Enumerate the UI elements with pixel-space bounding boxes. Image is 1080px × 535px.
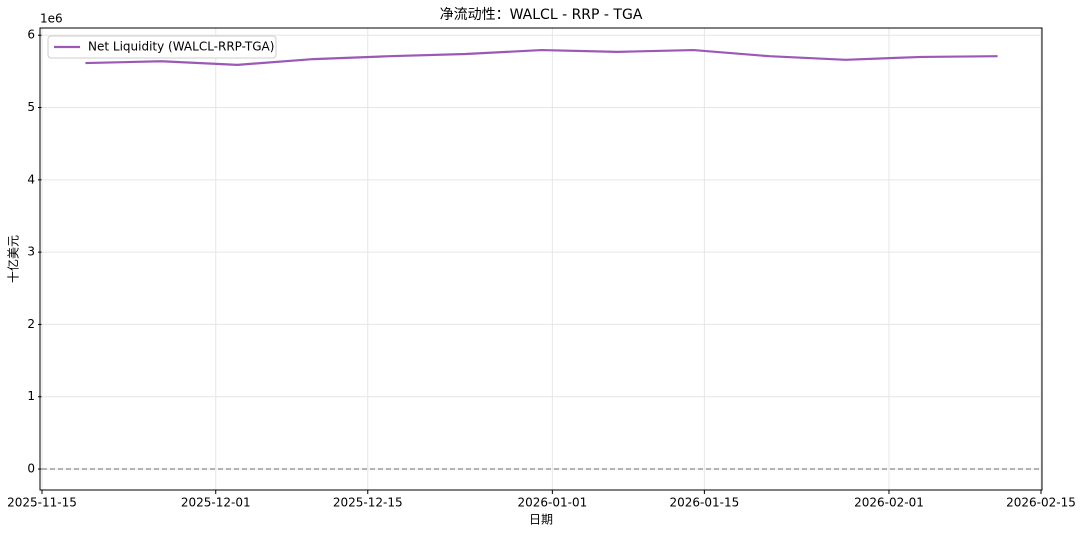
legend-box (47, 35, 277, 59)
x-tick-label: 2025-12-01 (181, 496, 251, 510)
y-axis-label: 十亿美元 (6, 235, 21, 283)
y-tick-label: 5 (27, 100, 35, 114)
y-tick-label: 1 (27, 389, 35, 403)
chart-title: 净流动性：WALCL - RRP - TGA (440, 7, 643, 23)
x-tick-label: 2026-01-01 (517, 496, 587, 510)
y-tick-label: 6 (27, 28, 35, 42)
x-tick-label: 2026-01-15 (670, 496, 740, 510)
data-line (85, 48, 998, 66)
x-tick-label: 2026-02-01 (854, 496, 924, 510)
y-tick-label: 4 (27, 172, 35, 186)
legend-label: Net Liquidity (WALCL-RRP-TGA) (88, 40, 274, 54)
y-tick-label: 3 (27, 245, 35, 259)
y-tick-label: 2 (27, 317, 35, 331)
plot-frame (39, 27, 1043, 491)
x-tick-label: 2025-12-15 (333, 496, 403, 510)
y-tick-label: 0 (27, 462, 35, 476)
y-offset-text: 1e6 (40, 12, 63, 26)
x-axis-label: 日期 (529, 513, 553, 527)
x-tick-label: 2026-02-15 (1006, 496, 1076, 510)
x-tick-label: 2025-11-15 (7, 496, 77, 510)
